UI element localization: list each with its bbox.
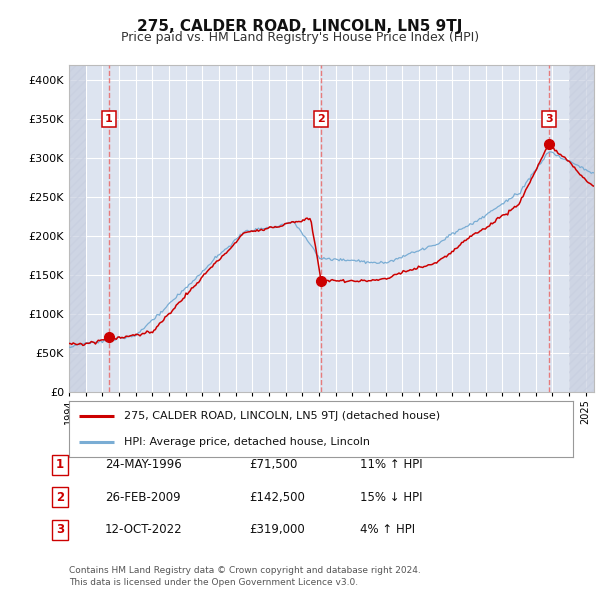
Text: 24-MAY-1996: 24-MAY-1996 <box>105 458 182 471</box>
Bar <box>569 65 594 392</box>
Text: £71,500: £71,500 <box>249 458 298 471</box>
Text: £319,000: £319,000 <box>249 523 305 536</box>
Text: Contains HM Land Registry data © Crown copyright and database right 2024.
This d: Contains HM Land Registry data © Crown c… <box>69 566 421 587</box>
Text: 3: 3 <box>56 523 64 536</box>
Text: 12-OCT-2022: 12-OCT-2022 <box>105 523 182 536</box>
Text: 1: 1 <box>105 114 113 124</box>
Text: 2: 2 <box>56 491 64 504</box>
Text: 275, CALDER ROAD, LINCOLN, LN5 9TJ (detached house): 275, CALDER ROAD, LINCOLN, LN5 9TJ (deta… <box>124 411 440 421</box>
Text: 1: 1 <box>56 458 64 471</box>
Text: Price paid vs. HM Land Registry's House Price Index (HPI): Price paid vs. HM Land Registry's House … <box>121 31 479 44</box>
Bar <box>69 65 86 392</box>
Text: 11% ↑ HPI: 11% ↑ HPI <box>360 458 422 471</box>
Text: 275, CALDER ROAD, LINCOLN, LN5 9TJ: 275, CALDER ROAD, LINCOLN, LN5 9TJ <box>137 19 463 34</box>
Text: 26-FEB-2009: 26-FEB-2009 <box>105 491 181 504</box>
Text: HPI: Average price, detached house, Lincoln: HPI: Average price, detached house, Linc… <box>124 437 370 447</box>
Text: 15% ↓ HPI: 15% ↓ HPI <box>360 491 422 504</box>
Text: £142,500: £142,500 <box>249 491 305 504</box>
Text: 2: 2 <box>317 114 325 124</box>
Text: 4% ↑ HPI: 4% ↑ HPI <box>360 523 415 536</box>
Text: 3: 3 <box>545 114 553 124</box>
